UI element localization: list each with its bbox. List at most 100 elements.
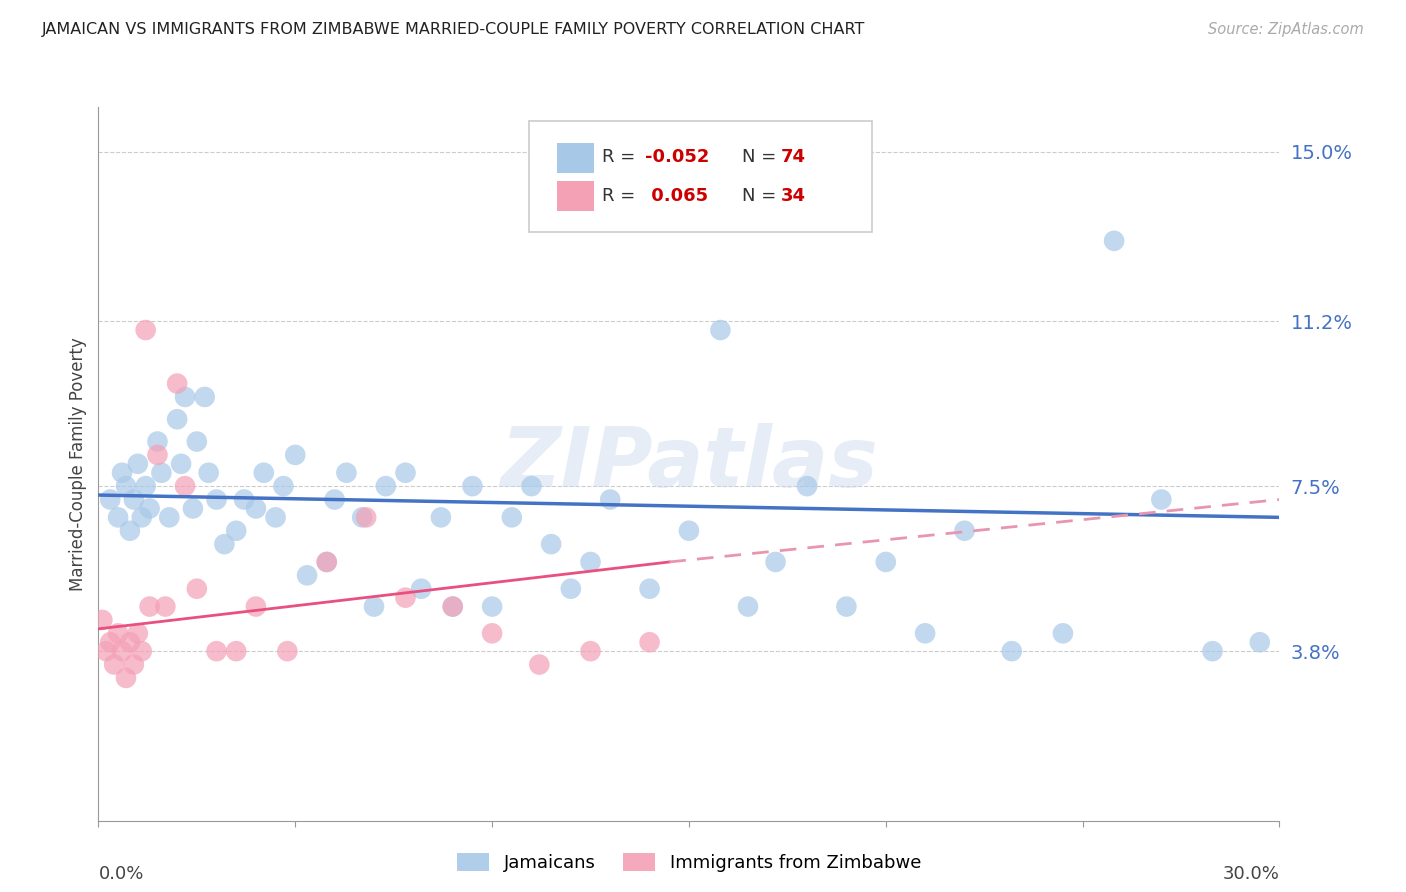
Point bbox=[253, 466, 276, 480]
Point bbox=[127, 626, 149, 640]
Point bbox=[599, 492, 621, 507]
Text: JAMAICAN VS IMMIGRANTS FROM ZIMBABWE MARRIED-COUPLE FAMILY POVERTY CORRELATION C: JAMAICAN VS IMMIGRANTS FROM ZIMBABWE MAR… bbox=[42, 22, 866, 37]
Point bbox=[1249, 635, 1271, 649]
Point bbox=[678, 524, 700, 538]
Point bbox=[315, 555, 337, 569]
Point bbox=[111, 644, 134, 658]
Point bbox=[363, 599, 385, 614]
Point bbox=[174, 390, 197, 404]
Point bbox=[157, 510, 180, 524]
Point bbox=[579, 644, 602, 658]
Point bbox=[323, 492, 346, 507]
Point bbox=[560, 582, 582, 596]
Point bbox=[273, 479, 295, 493]
Point bbox=[481, 626, 503, 640]
Point bbox=[146, 448, 169, 462]
Point bbox=[135, 323, 157, 337]
Text: N =: N = bbox=[742, 186, 782, 204]
Point bbox=[111, 466, 134, 480]
Point bbox=[98, 492, 121, 507]
Point bbox=[264, 510, 287, 524]
Point bbox=[430, 510, 453, 524]
Point bbox=[233, 492, 256, 507]
Point bbox=[197, 466, 219, 480]
Point bbox=[181, 501, 204, 516]
Point bbox=[91, 613, 114, 627]
Point bbox=[709, 323, 731, 337]
Point bbox=[1102, 234, 1125, 248]
Point bbox=[875, 555, 897, 569]
Text: R =: R = bbox=[602, 148, 641, 166]
Point bbox=[796, 479, 818, 493]
Legend: Jamaicans, Immigrants from Zimbabwe: Jamaicans, Immigrants from Zimbabwe bbox=[450, 846, 928, 880]
Point bbox=[914, 626, 936, 640]
Point bbox=[131, 644, 153, 658]
Point bbox=[1052, 626, 1074, 640]
Point bbox=[103, 657, 125, 672]
Point bbox=[118, 524, 141, 538]
Point bbox=[186, 434, 208, 449]
Text: 30.0%: 30.0% bbox=[1223, 865, 1279, 883]
Point bbox=[225, 644, 247, 658]
Point bbox=[352, 510, 374, 524]
Point bbox=[737, 599, 759, 614]
Y-axis label: Married-Couple Family Poverty: Married-Couple Family Poverty bbox=[69, 337, 87, 591]
Point bbox=[96, 644, 118, 658]
Point bbox=[225, 524, 247, 538]
Point bbox=[166, 376, 188, 391]
Point bbox=[107, 626, 129, 640]
Point bbox=[1150, 492, 1173, 507]
Text: 74: 74 bbox=[782, 148, 806, 166]
Point bbox=[1201, 644, 1223, 658]
Point bbox=[276, 644, 298, 658]
Point bbox=[107, 510, 129, 524]
Point bbox=[540, 537, 562, 551]
Point bbox=[520, 479, 543, 493]
Point bbox=[835, 599, 858, 614]
Point bbox=[194, 390, 217, 404]
Text: R =: R = bbox=[602, 186, 641, 204]
Point bbox=[638, 635, 661, 649]
Point bbox=[115, 479, 138, 493]
Point bbox=[638, 582, 661, 596]
Point bbox=[354, 510, 377, 524]
Point bbox=[170, 457, 193, 471]
FancyBboxPatch shape bbox=[530, 121, 872, 232]
Point bbox=[461, 479, 484, 493]
Point bbox=[174, 479, 197, 493]
Point bbox=[131, 510, 153, 524]
Text: 0.065: 0.065 bbox=[645, 186, 709, 204]
FancyBboxPatch shape bbox=[557, 143, 595, 173]
Point bbox=[374, 479, 396, 493]
Point bbox=[205, 644, 228, 658]
Text: 34: 34 bbox=[782, 186, 806, 204]
Point bbox=[122, 657, 145, 672]
Point bbox=[138, 599, 160, 614]
Point bbox=[579, 555, 602, 569]
Point bbox=[411, 582, 433, 596]
FancyBboxPatch shape bbox=[557, 181, 595, 211]
Point bbox=[135, 479, 157, 493]
Point bbox=[335, 466, 357, 480]
Point bbox=[529, 657, 551, 672]
Point bbox=[155, 599, 177, 614]
Text: N =: N = bbox=[742, 148, 782, 166]
Point bbox=[501, 510, 523, 524]
Point bbox=[138, 501, 160, 516]
Point bbox=[481, 599, 503, 614]
Text: Source: ZipAtlas.com: Source: ZipAtlas.com bbox=[1208, 22, 1364, 37]
Point bbox=[394, 591, 416, 605]
Point bbox=[214, 537, 236, 551]
Point bbox=[98, 635, 121, 649]
Point bbox=[765, 555, 787, 569]
Point bbox=[441, 599, 464, 614]
Point bbox=[394, 466, 416, 480]
Point bbox=[245, 501, 267, 516]
Point bbox=[1001, 644, 1024, 658]
Point bbox=[115, 671, 138, 685]
Point bbox=[122, 492, 145, 507]
Point bbox=[127, 457, 149, 471]
Point bbox=[118, 635, 141, 649]
Point bbox=[284, 448, 307, 462]
Text: ZIPatlas: ZIPatlas bbox=[501, 424, 877, 504]
